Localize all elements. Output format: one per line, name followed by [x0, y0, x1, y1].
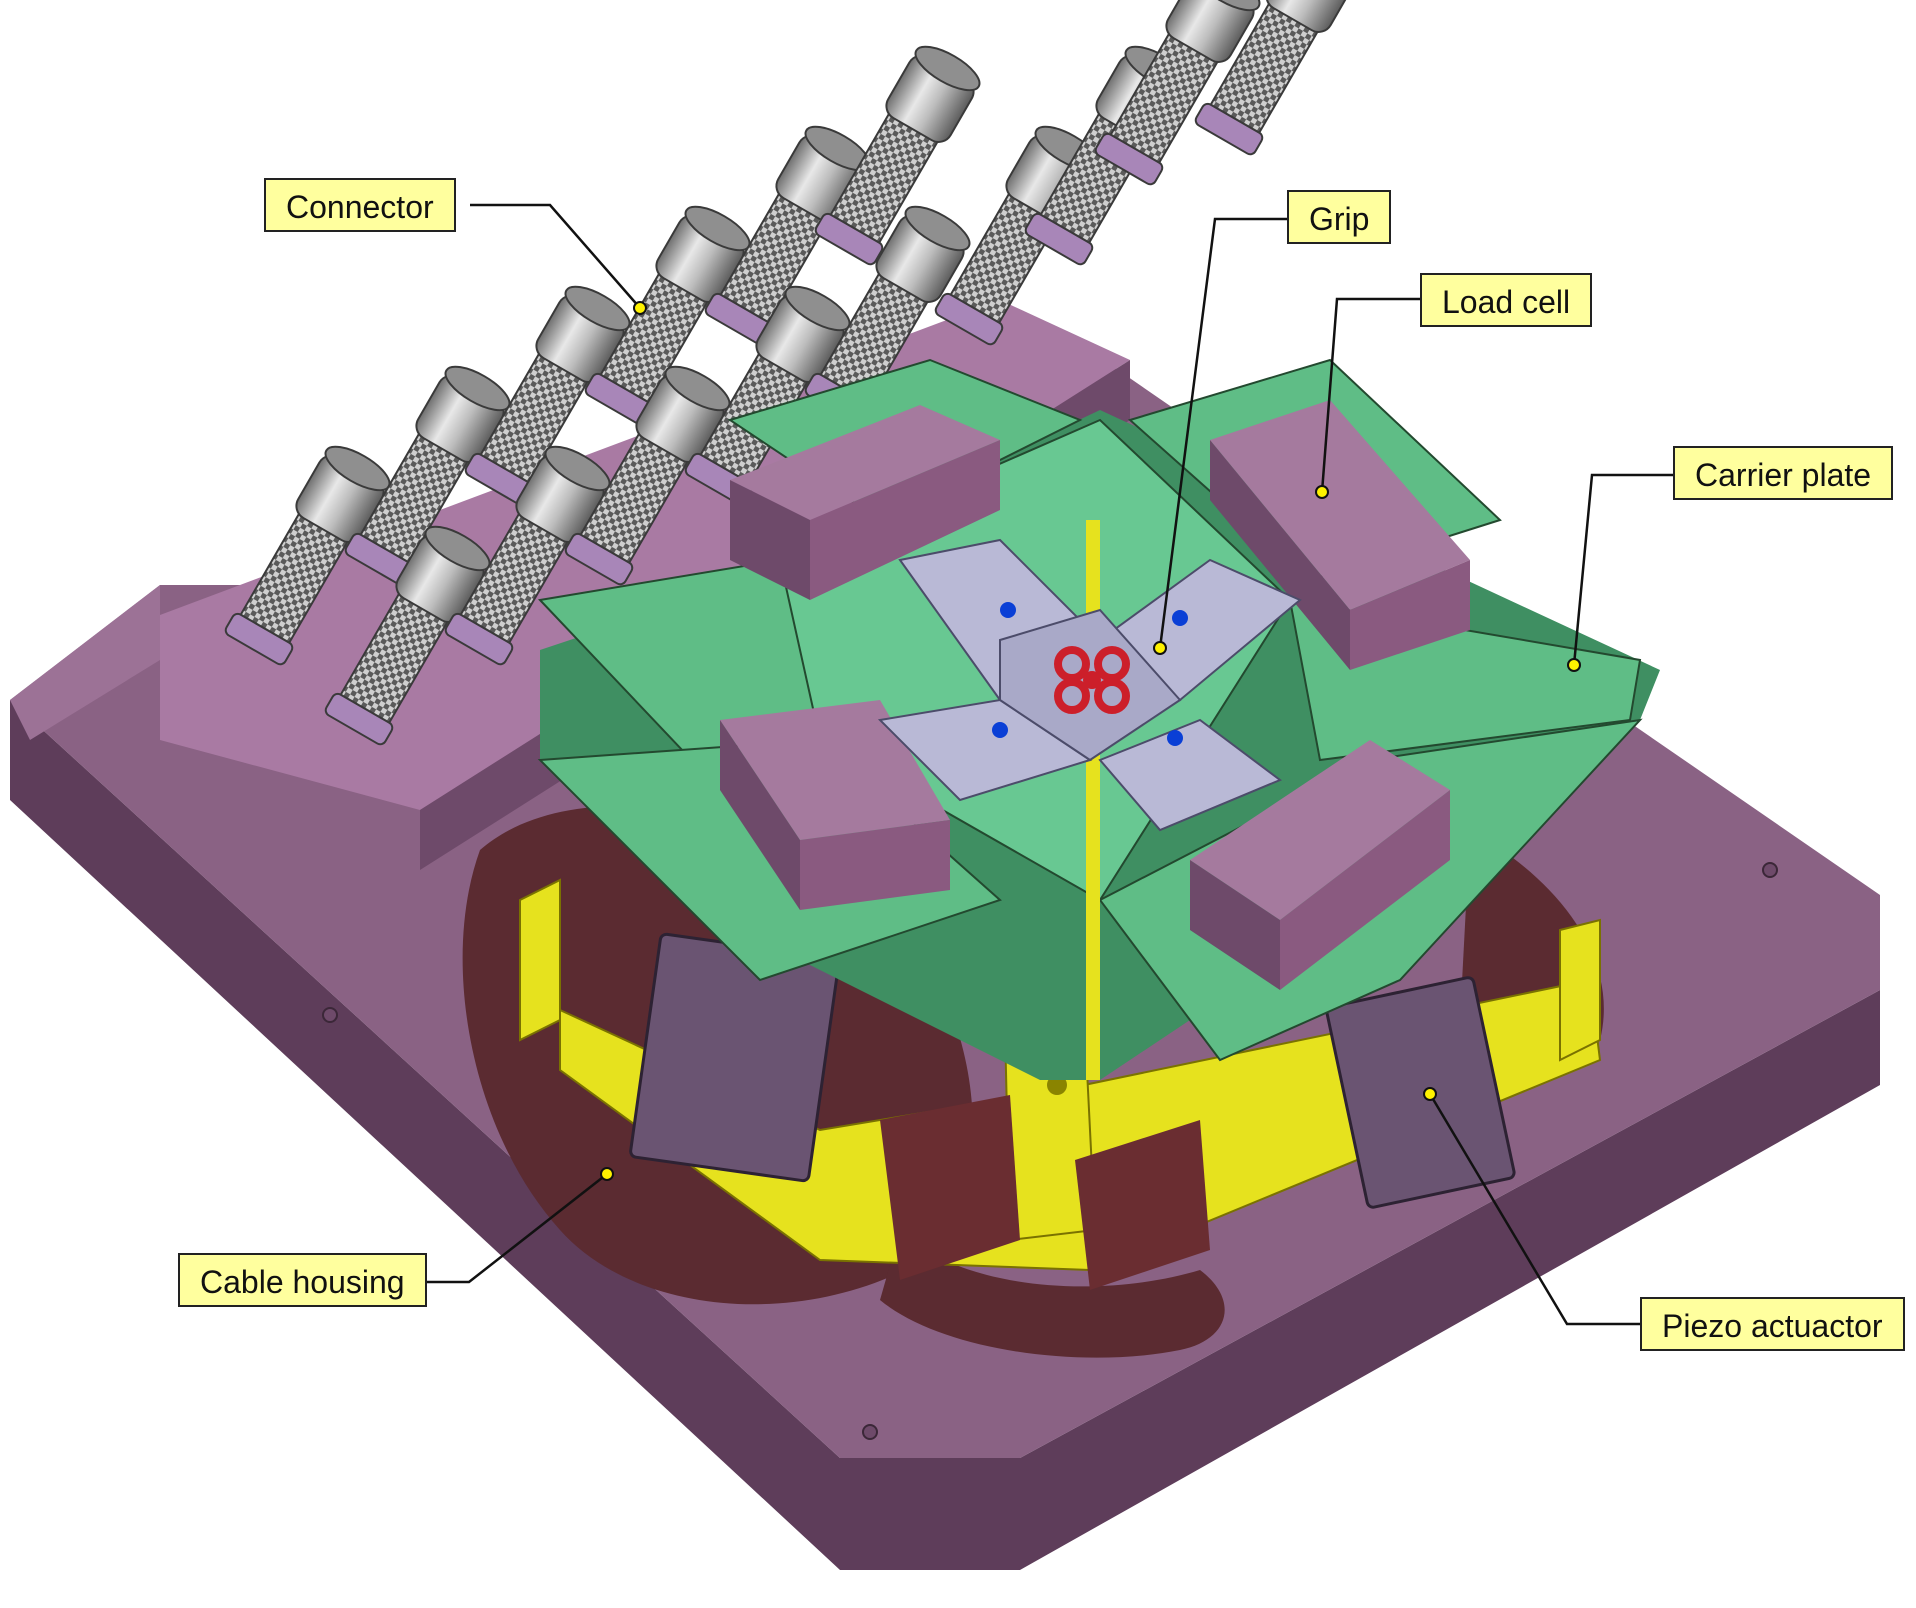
piezo-actuator-left [629, 932, 841, 1183]
frame-post-right [1559, 918, 1601, 1062]
load-cell-back-left [730, 405, 1000, 600]
flexure-block-front-left [880, 1095, 1020, 1280]
connector-head [1265, 0, 1355, 33]
grip-screw-blue [1000, 602, 1016, 618]
grip-screw-blue [1167, 730, 1183, 746]
mounting-hole [322, 1007, 338, 1023]
grip-screw-blue [1172, 610, 1188, 626]
callout-carrier-plate: Carrier plate [1673, 446, 1894, 500]
callout-piezo-actuator: Piezo actuactor [1640, 1297, 1905, 1351]
connector-9 [564, 365, 731, 586]
pointer-dot-carrier-plate [1567, 658, 1581, 672]
pointer-dot-cable-housing [600, 1167, 614, 1181]
connector-4 [584, 205, 751, 426]
connector-head [1165, 0, 1255, 63]
pointer-dot-grip [1153, 641, 1167, 655]
mounting-hole [1762, 862, 1778, 878]
connector-8 [444, 445, 611, 666]
pointer-dot-connector [633, 301, 647, 315]
connector-7 [324, 525, 491, 746]
slot-line-vertical [1086, 520, 1100, 1080]
connector-cap [914, 45, 981, 92]
piezo-actuator-right [1325, 976, 1516, 1209]
base-recess-front [880, 1230, 1225, 1358]
flexure-block-front-right [1075, 1120, 1210, 1290]
connector-3 [464, 285, 631, 506]
connector-cap [1194, 0, 1261, 12]
callout-connector: Connector [264, 178, 456, 232]
connector-14 [1094, 0, 1261, 186]
pointer-dot-load-cell [1315, 485, 1329, 499]
connector-2 [344, 365, 511, 586]
grip-screw-blue [992, 722, 1008, 738]
connector-cap [904, 205, 971, 252]
leader-grip [1158, 217, 1290, 649]
leader-load-cell [1320, 297, 1420, 493]
load-cell-front-right [1190, 740, 1450, 990]
callout-load-cell: Load cell [1420, 273, 1593, 327]
leader-cable-housing [420, 1173, 608, 1284]
connector-6 [814, 45, 981, 266]
frame-post-left [519, 878, 561, 1042]
load-cell-front-left [720, 700, 950, 910]
pointer-dot-piezo-actuator [1423, 1087, 1437, 1101]
leader-piezo-actuator [1428, 1093, 1640, 1326]
cruciform-specimen [1054, 646, 1130, 714]
load-cells [720, 400, 1470, 990]
mounting-hole [862, 1424, 878, 1440]
connector-15 [1194, 0, 1355, 156]
callout-cable-housing: Cable housing [178, 1253, 427, 1307]
load-cell-back-right [1210, 400, 1470, 670]
actuator-frame [519, 878, 1602, 1290]
leader-carrier-plate [1572, 473, 1673, 666]
leader-connector [470, 203, 641, 309]
callout-grip: Grip [1287, 190, 1392, 244]
grip-arm-front-right [1098, 718, 1282, 832]
leader-lines [420, 203, 1673, 1326]
connector-array [224, 0, 1355, 746]
pointer-dots [600, 301, 1581, 1181]
